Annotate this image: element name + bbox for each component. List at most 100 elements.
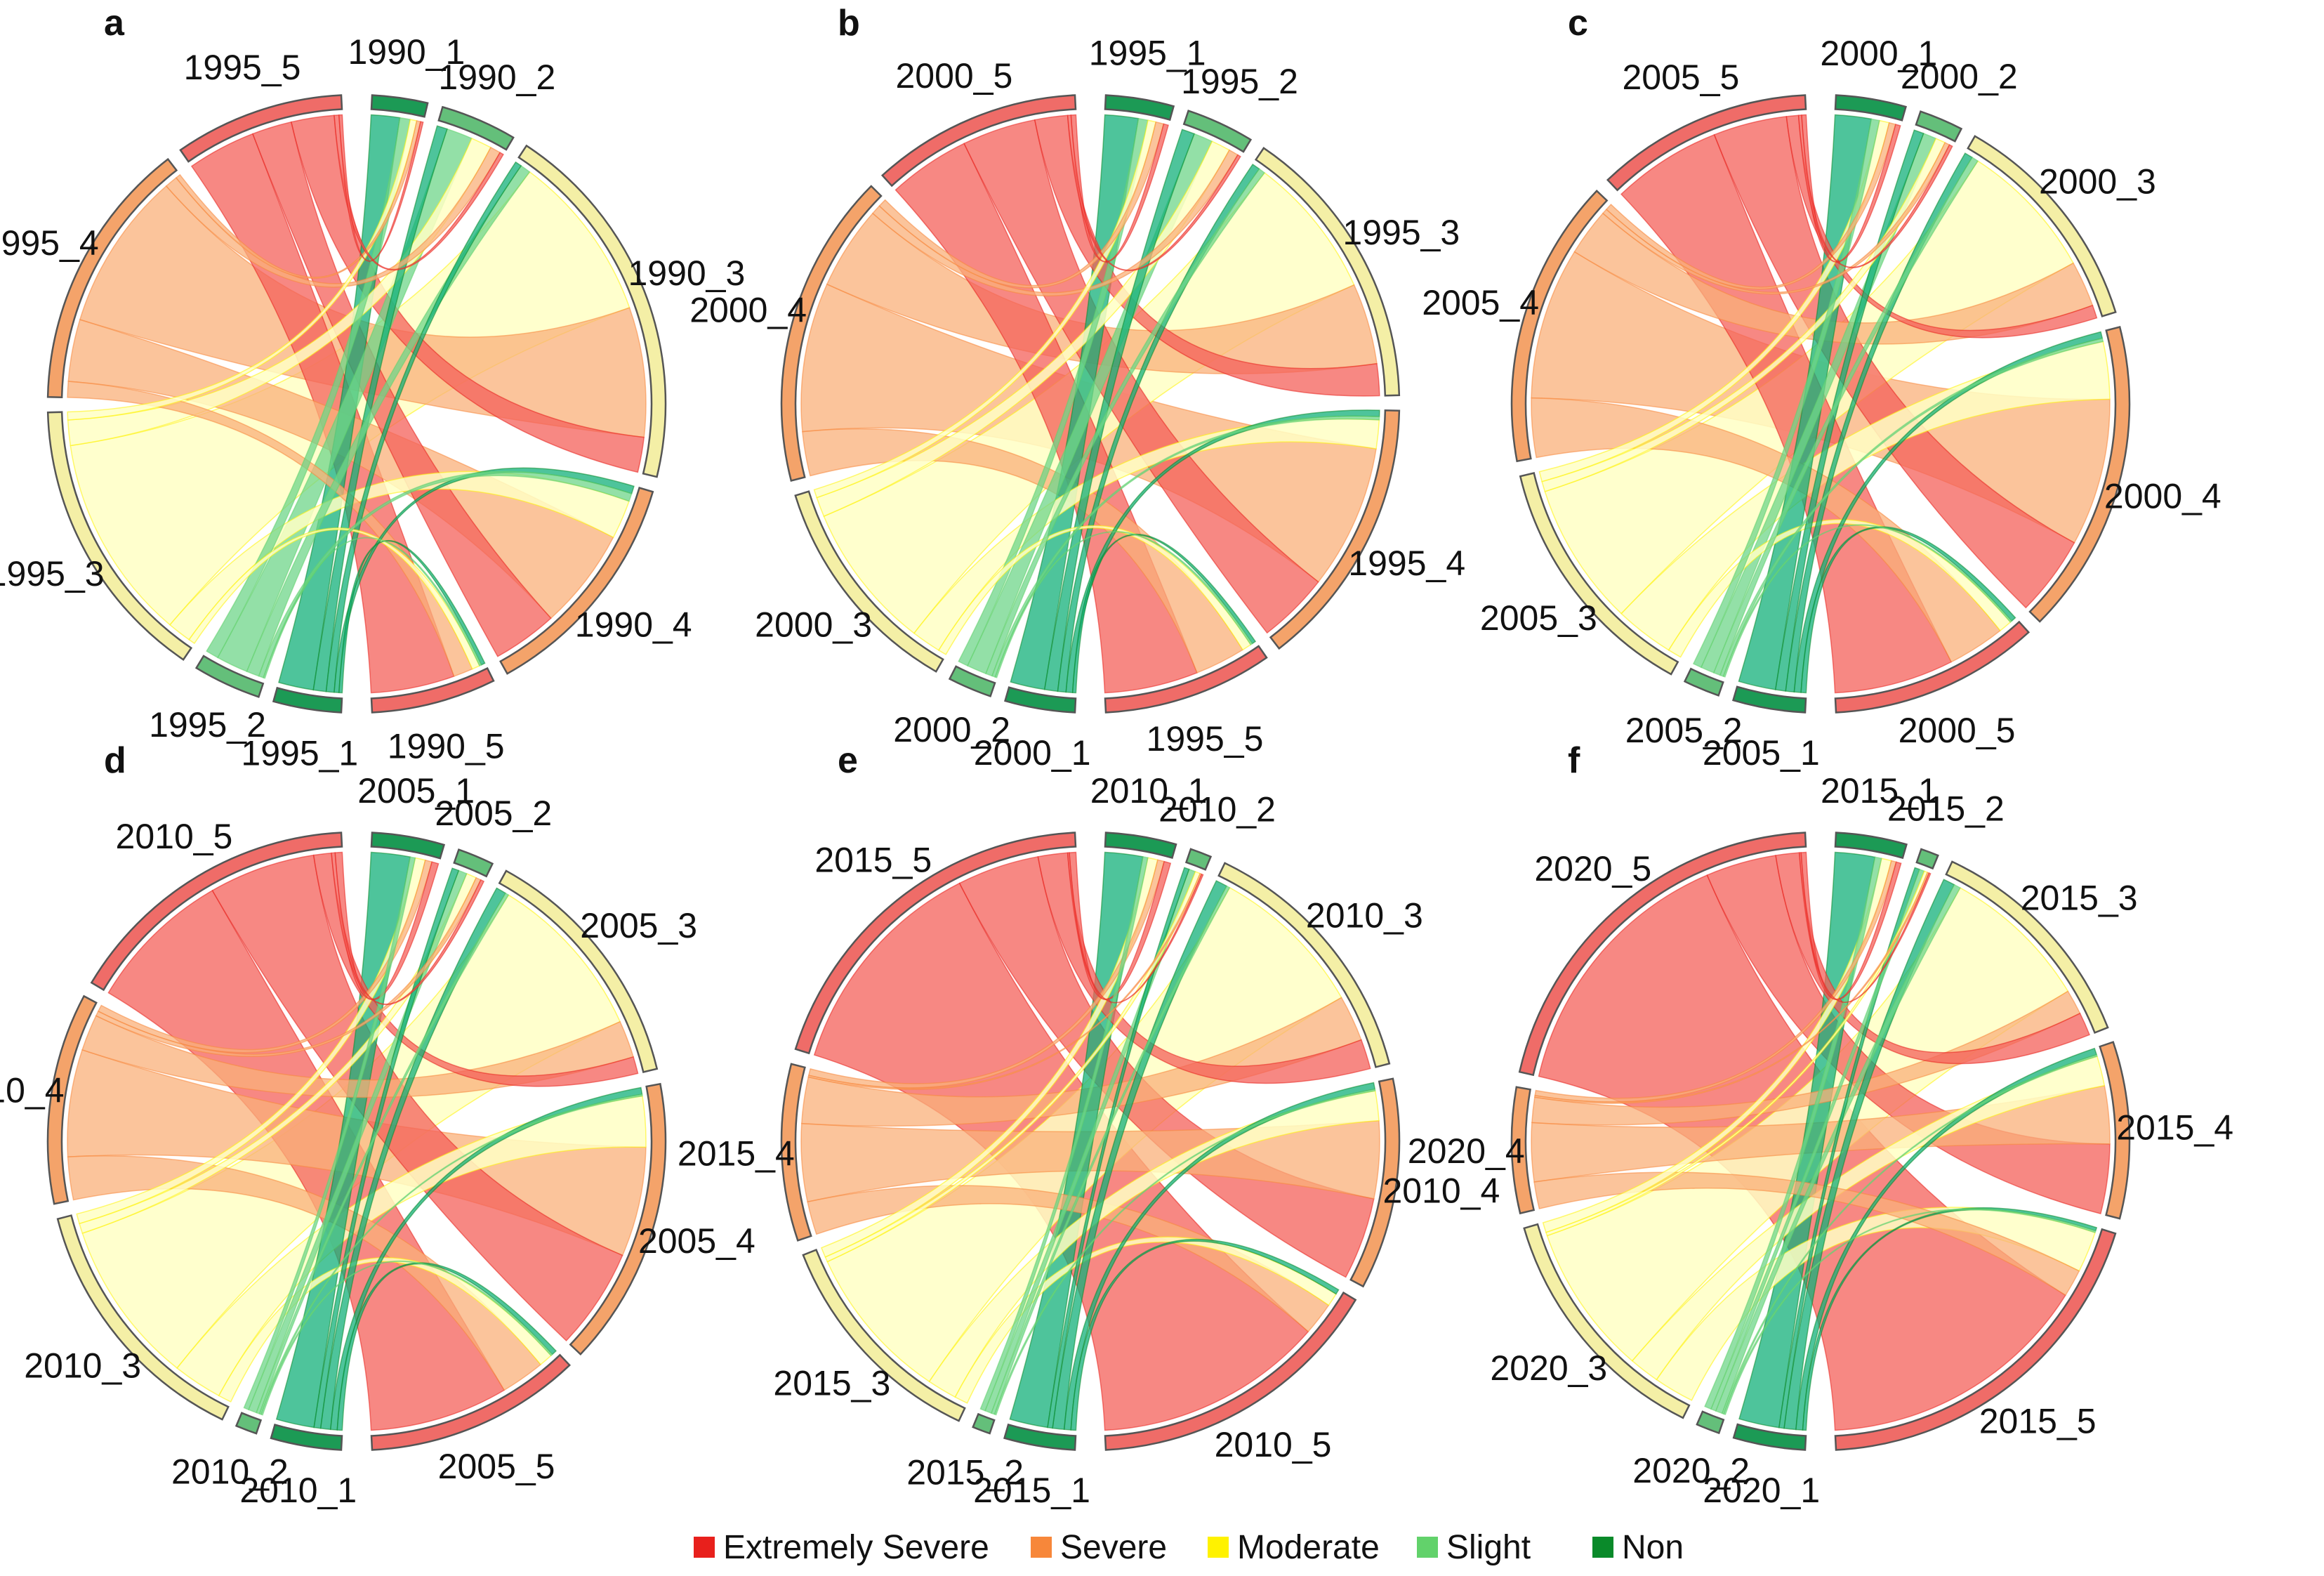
sector-label-2015-3: 2015_3: [773, 1364, 890, 1403]
sector-label-2005-1: 2005_1: [357, 771, 475, 810]
sector-label-2005-2: 2005_2: [1625, 711, 1743, 750]
sector-label-2000-3: 2000_3: [755, 605, 872, 644]
sector-2005-3: [1519, 472, 1679, 676]
sector-label-2015-1: 2015_1: [1821, 771, 1938, 810]
chord-ribbon-3-to-5: [1037, 852, 1371, 1084]
sector-2010-4: [1349, 1077, 1401, 1288]
legend-swatch-slight: [1417, 1537, 1438, 1558]
sector-label-2005-5: 2005_5: [1622, 58, 1739, 97]
sector-2005-4: [1510, 189, 1609, 463]
sector-label-2005-1: 2005_1: [1703, 733, 1820, 773]
sector-2005-5: [370, 1353, 572, 1451]
chord-ribbon-4-to-5: [963, 119, 1319, 634]
sector-label-1995-1: 1995_1: [1089, 34, 1206, 73]
sector-label-2010-4: 2010_4: [0, 1070, 65, 1110]
sector-1995-3: [1254, 147, 1401, 397]
sector-label-2010-4: 2010_4: [1382, 1171, 1500, 1211]
sector-label-2020-4: 2020_4: [1408, 1131, 1525, 1171]
sector-label-2000-1: 2000_1: [974, 733, 1091, 773]
sector-2000-5: [1834, 620, 2031, 714]
chord-ribbon-5-to-5: [894, 143, 1198, 694]
chord-ribbon-2-to-3: [824, 871, 1201, 1263]
legend-swatch-extremely-severe: [694, 1537, 715, 1558]
chord-panel-c: c2000_12000_22000_32000_42000_52005_1200…: [1422, 3, 2221, 773]
chord-ribbon-3-to-5: [1034, 114, 1380, 397]
chord-ribbon-2-to-4: [871, 149, 1239, 296]
sector-2015-1: [1003, 1423, 1077, 1451]
panel-letter: a: [104, 3, 125, 44]
sector-label-1995-2: 1995_2: [1181, 62, 1298, 101]
chord-ribbon-5-to-2: [1723, 1208, 2097, 1416]
sector-2000-2: [1915, 110, 1963, 143]
sector-label-1995-3: 1995_3: [0, 554, 105, 593]
legend-label-slight: Slight: [1446, 1529, 1531, 1566]
sector-label-2005-3: 2005_3: [580, 906, 697, 945]
panel-letter: e: [838, 740, 858, 781]
sector-label-2015-2: 2015_2: [906, 1452, 1024, 1492]
sector-2015-1: [1834, 832, 1908, 860]
sector-label-2015-4: 2015_4: [2116, 1108, 2233, 1147]
chord-ribbon-3-to-5: [1785, 114, 2098, 339]
sector-2010-5: [90, 832, 343, 992]
sector-2005-4: [569, 1082, 667, 1356]
sector-1990-4: [499, 487, 654, 675]
sector-label-2000-4: 2000_4: [689, 291, 807, 330]
chord-ribbon-5-to-3: [218, 1256, 552, 1403]
sector-2005-1: [1731, 685, 1807, 714]
sector-label-1990-2: 1990_2: [438, 58, 555, 97]
legend-label-extremely-severe: Extremely Severe: [723, 1529, 989, 1566]
chord-ribbon-4-to-5: [1713, 116, 2075, 609]
sector-label-1990-1: 1990_1: [348, 32, 466, 72]
chord-ribbon-2-to-5: [1067, 852, 1204, 1004]
sector-2015-3: [802, 1248, 966, 1422]
sector-label-2020-1: 2020_1: [1703, 1471, 1820, 1510]
sector-2020-4: [1510, 1086, 1536, 1215]
sector-2000-4: [780, 185, 883, 482]
sector-label-2005-5: 2005_5: [438, 1447, 555, 1486]
chord-ribbon-1-to-2: [206, 117, 411, 659]
sector-label-2015-4: 2015_4: [678, 1134, 795, 1174]
legend-label-moderate: Moderate: [1237, 1529, 1380, 1566]
chord-sectors: 1990_11990_21990_31990_41990_51995_11995…: [0, 32, 745, 773]
chord-ribbon-2-to-5: [1797, 114, 1953, 268]
chord-ribbon-1-to-4: [878, 121, 1165, 289]
chord-ribbon-1-to-2: [979, 855, 1149, 1412]
legend-swatch-non: [1592, 1537, 1613, 1558]
sector-2000-5: [880, 94, 1077, 188]
sector-label-2000-2: 2000_2: [893, 710, 1010, 749]
sector-label-2010-3: 2010_3: [1306, 896, 1423, 935]
sector-2010-3: [1217, 862, 1391, 1068]
chord-ribbon-5-to-1: [338, 539, 486, 694]
sector-2000-3: [794, 490, 944, 673]
sector-1990-3: [517, 144, 667, 478]
sector-label-2015-5: 2015_5: [814, 841, 932, 880]
sector-2010-5: [1104, 1291, 1357, 1451]
sector-2005-2: [453, 848, 494, 878]
sector-2015-2: [972, 1412, 996, 1435]
sector-2020-1: [1732, 1423, 1807, 1451]
sector-label-2015-3: 2015_3: [2021, 878, 2138, 917]
chord-ribbon-1-to-4: [175, 120, 421, 279]
sector-2015-4: [780, 1063, 812, 1242]
chord-ribbon-4-to-2: [993, 1088, 1376, 1416]
sector-label-2005-4: 2005_4: [1422, 283, 1539, 322]
sector-2015-5: [1834, 1228, 2117, 1451]
sector-label-1990-4: 1990_4: [575, 605, 692, 645]
chord-ribbon-5-to-4: [1533, 1171, 2080, 1296]
sector-label-2005-3: 2005_3: [1480, 598, 1597, 638]
sector-2000-1: [1004, 686, 1077, 714]
sector-label-1995-5: 1995_5: [184, 48, 301, 87]
sector-label-2015-2: 2015_2: [1887, 789, 2005, 829]
sector-2005-3: [498, 869, 659, 1073]
sector-label-2020-3: 2020_3: [1490, 1348, 1607, 1388]
chord-ribbon-2-to-3: [1545, 870, 1929, 1237]
sector-label-2005-4: 2005_4: [638, 1221, 755, 1261]
sector-1995-1: [272, 686, 343, 714]
sector-label-1990-3: 1990_3: [628, 254, 745, 293]
sector-2020-5: [1518, 832, 1807, 1077]
chord-panel-b: b1995_11995_21995_31995_41995_52000_1200…: [689, 3, 1465, 773]
sector-2000-4: [2028, 326, 2131, 623]
sector-label-2005-2: 2005_2: [435, 794, 552, 833]
sector-label-1995-3: 1995_3: [1342, 213, 1460, 252]
sector-2005-5: [1606, 94, 1807, 192]
